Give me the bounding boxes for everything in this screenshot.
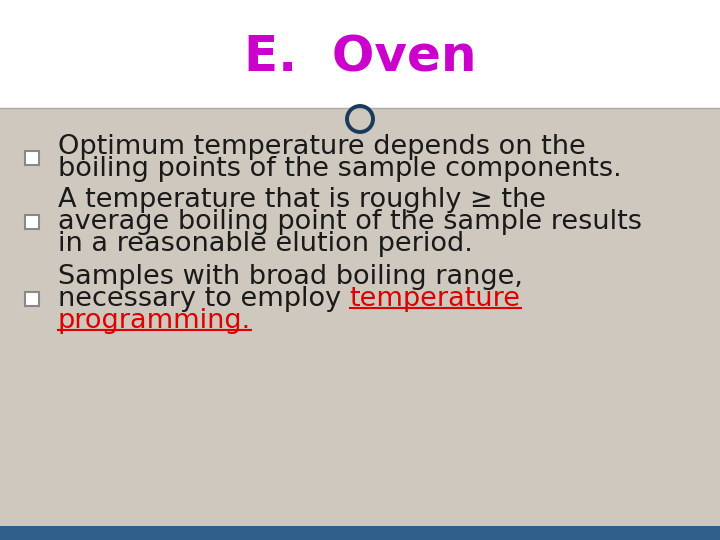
FancyBboxPatch shape [25,151,39,165]
Text: boiling points of the sample components.: boiling points of the sample components. [58,156,621,182]
Text: E.  Oven: E. Oven [244,34,476,82]
FancyBboxPatch shape [0,526,720,540]
Text: Optimum temperature depends on the: Optimum temperature depends on the [58,134,586,160]
Text: average boiling point of the sample results: average boiling point of the sample resu… [58,209,642,235]
Text: in a reasonable elution period.: in a reasonable elution period. [58,231,473,257]
FancyBboxPatch shape [0,108,720,526]
Text: Samples with broad boiling range,: Samples with broad boiling range, [58,264,523,290]
Text: A temperature that is roughly ≥ the: A temperature that is roughly ≥ the [58,187,546,213]
FancyBboxPatch shape [25,292,39,306]
Text: necessary to employ: necessary to employ [58,286,350,312]
Text: programming.: programming. [58,308,251,334]
Text: temperature: temperature [350,286,521,312]
FancyBboxPatch shape [25,215,39,229]
FancyBboxPatch shape [0,0,720,108]
